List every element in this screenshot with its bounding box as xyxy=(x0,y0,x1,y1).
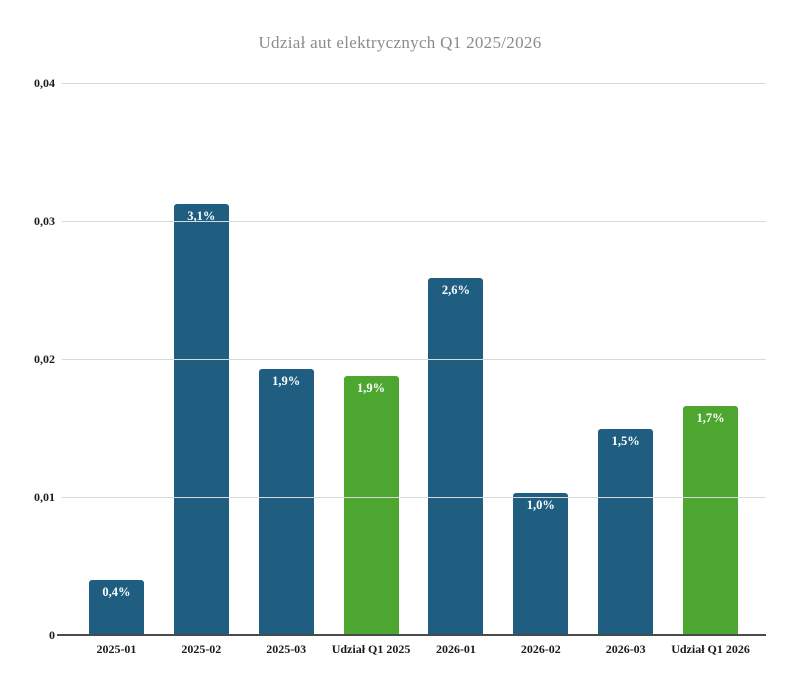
bar-Udział Q1 2025: 1,9% xyxy=(343,376,399,635)
bar-value-label: 1,5% xyxy=(611,434,640,448)
bar-slot: 3,1% 2025-02 xyxy=(159,83,244,656)
bar-slot: 1,0% 2026-02 xyxy=(498,83,583,656)
bar-value-label: 1,9% xyxy=(357,381,386,395)
bar-slot: 2,6% 2026-01 xyxy=(414,83,499,656)
x-tick-label: 2026-02 xyxy=(520,642,561,656)
bar-value-label: 3,1% xyxy=(187,209,216,223)
y-tick-label: 0 xyxy=(49,628,55,642)
gridline-0,01 xyxy=(62,496,766,498)
gridline-0,03 xyxy=(62,220,766,222)
x-tick-label: 2026-01 xyxy=(435,642,476,656)
bar-slot: 0,4% 2025-01 xyxy=(74,83,159,656)
gridline-0,02 xyxy=(62,358,766,360)
x-axis-line xyxy=(57,634,766,636)
bar-slot: 1,7% Udział Q1 2026 xyxy=(668,83,753,656)
plot-area: 0,4% 2025-01 3,1% 2025-02 1,9% 2025-03 1,9% Udz… xyxy=(34,76,766,656)
bar-2025-02: 3,1% xyxy=(173,204,229,635)
x-tick-label: 2026-03 xyxy=(605,642,646,656)
bar-value-label: 2,6% xyxy=(441,283,470,297)
bar-value-label: 0,4% xyxy=(102,585,131,599)
bar-value-label: 1,9% xyxy=(272,374,301,388)
bar-2025-03: 1,9% xyxy=(258,369,314,635)
y-tick-label: 0,01 xyxy=(34,490,55,504)
bar-Udział Q1 2026: 1,7% xyxy=(683,406,739,635)
x-tick-label: 2025-02 xyxy=(181,642,222,656)
y-tick-label: 0,03 xyxy=(34,214,55,228)
x-tick-label: Udział Q1 2025 xyxy=(331,642,411,656)
bar-2025-01: 0,4% xyxy=(88,580,144,635)
chart-title: Udział aut elektrycznych Q1 2025/2026 xyxy=(258,33,542,52)
gridline-0,04 xyxy=(62,82,766,84)
bars-strip: 0,4% 2025-01 3,1% 2025-02 1,9% 2025-03 1,9% Udz… xyxy=(74,83,753,656)
bar-slot: 1,5% 2026-03 xyxy=(583,83,668,656)
bar-2026-03: 1,5% xyxy=(598,429,654,635)
bar-value-label: 1,7% xyxy=(696,411,725,425)
bar-slot: 1,9% Udział Q1 2025 xyxy=(329,83,414,656)
x-tick-label: 2025-01 xyxy=(96,642,137,656)
bar-value-label: 1,0% xyxy=(526,498,555,512)
bar-2026-02: 1,0% xyxy=(513,493,569,635)
y-tick-label: 0,04 xyxy=(34,76,55,90)
bar-2026-01: 2,6% xyxy=(428,278,484,635)
x-tick-label: Udział Q1 2026 xyxy=(671,642,750,656)
x-tick-label: 2025-03 xyxy=(266,642,307,656)
bar-slot: 1,9% 2025-03 xyxy=(244,83,329,656)
y-tick-label: 0,02 xyxy=(34,352,55,366)
